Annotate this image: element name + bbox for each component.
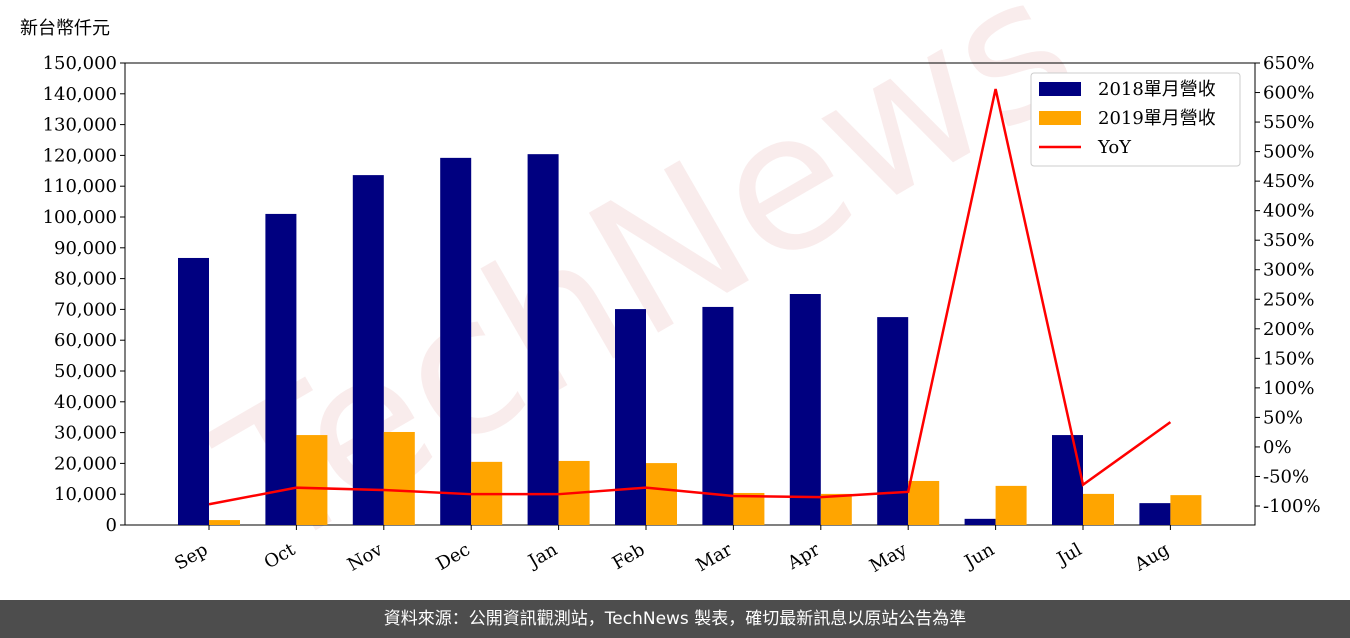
y-tick-label: 90,000: [54, 238, 117, 259]
y2-tick-label: -100%: [1263, 496, 1321, 517]
x-tick-label: May: [866, 539, 911, 577]
bar: [646, 463, 677, 525]
bar: [352, 175, 384, 525]
bar: [877, 317, 909, 525]
bar: [178, 257, 209, 525]
y2-tick-label: 300%: [1263, 260, 1314, 281]
bar: [820, 493, 852, 525]
plot-frame: [124, 62, 1256, 526]
legend-box: [1030, 72, 1241, 167]
yoy-line: [208, 88, 1172, 506]
bar: [1139, 503, 1171, 525]
y2-tick-label: -50%: [1263, 466, 1309, 487]
bar: [440, 157, 472, 525]
y2-tick-label: 200%: [1263, 319, 1314, 340]
y2-tick-label: 600%: [1263, 83, 1314, 104]
y-tick-label: 40,000: [54, 392, 117, 413]
bar: [964, 518, 996, 525]
legend-label: 2019單月營收: [1098, 108, 1216, 129]
y-tick-label: 80,000: [54, 269, 117, 290]
bar: [383, 431, 415, 525]
y2-tick-label: 50%: [1263, 407, 1303, 428]
footer: 資料來源：公開資訊觀測站，TechNews 製表，確切最新訊息以原站公告為準: [0, 600, 1350, 638]
y2-tick-label: 650%: [1263, 53, 1314, 74]
y-tick-label: 150,000: [43, 53, 117, 74]
x-tick-label: Sep: [171, 539, 211, 574]
y2-tick-label: 400%: [1263, 201, 1314, 222]
bar: [1052, 435, 1083, 525]
legend-label: 2018單月營收: [1098, 79, 1216, 100]
x-tick-label: Apr: [783, 539, 823, 574]
bar: [527, 154, 559, 525]
x-tick-label: Jan: [523, 539, 561, 573]
bar: [209, 520, 240, 525]
x-tick-label: Jun: [960, 539, 999, 574]
x-tick-label: Feb: [609, 539, 649, 574]
y-tick-label: 60,000: [54, 330, 117, 351]
y-tick-label: 100,000: [43, 207, 117, 228]
y-tick-label: 130,000: [43, 115, 117, 136]
y-tick-label: 20,000: [54, 453, 117, 474]
bar: [908, 480, 940, 525]
bar: [789, 294, 821, 525]
bar: [615, 309, 646, 525]
x-tick-label: Jul: [1052, 539, 1086, 571]
bar: [733, 492, 765, 525]
y-tick-label: 0: [106, 515, 117, 536]
y-tick-label: 30,000: [54, 423, 117, 444]
bar: [995, 485, 1027, 525]
y-tick-label: 10,000: [54, 484, 117, 505]
y-tick-label: 120,000: [43, 145, 117, 166]
y2-tick-label: 500%: [1263, 142, 1314, 163]
y-tick-label: 140,000: [43, 84, 117, 105]
bar: [702, 306, 734, 525]
y-axis-label: 新台幣仟元: [20, 18, 110, 39]
bar: [265, 213, 297, 526]
y2-tick-label: 250%: [1263, 289, 1314, 310]
y2-tick-label: 150%: [1263, 348, 1314, 369]
legend-label: YoY: [1097, 137, 1132, 158]
bar: [1170, 495, 1202, 525]
y-tick-label: 70,000: [54, 299, 117, 320]
y2-tick-label: 350%: [1263, 230, 1314, 251]
x-tick-label: Aug: [1130, 539, 1173, 576]
y2-tick-label: 550%: [1263, 112, 1314, 133]
x-tick-label: Mar: [693, 539, 737, 576]
y2-tick-label: 0%: [1263, 437, 1292, 458]
bar: [1083, 493, 1114, 525]
x-tick-label: Dec: [433, 539, 474, 575]
y2-tick-label: 100%: [1263, 378, 1314, 399]
y-tick-label: 110,000: [43, 176, 117, 197]
y-tick-label: 50,000: [54, 361, 117, 382]
chart: 新台幣仟元 TechNews 010,00020,00030,00040,000…: [20, 0, 1321, 594]
legend-swatch: [1039, 111, 1081, 125]
y2-tick-label: 450%: [1263, 171, 1314, 192]
bar: [296, 435, 328, 525]
legend-swatch: [1039, 82, 1081, 96]
